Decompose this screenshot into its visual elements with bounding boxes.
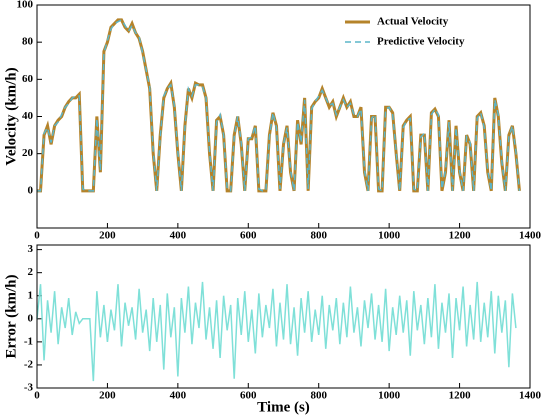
y-tick-label: 0: [28, 184, 34, 196]
x-tick-label: 1000: [378, 230, 401, 242]
y-tick-label: 60: [22, 73, 34, 85]
x-tick-label: 400: [170, 230, 187, 242]
legend-label: Actual Velocity: [377, 16, 449, 28]
y-tick-label: 40: [22, 110, 34, 122]
x-tick-label: 800: [310, 390, 327, 402]
x-axis-title: Time (s): [257, 399, 310, 415]
plot-frame: [36, 244, 531, 389]
y-tick-label: 2: [28, 266, 34, 278]
series-line: [37, 18, 521, 193]
x-tick-label: 600: [240, 390, 257, 402]
y-axis-title: Error (km/h): [3, 274, 19, 358]
x-tick-label: 200: [99, 230, 116, 242]
x-tick-label: 1400: [519, 230, 542, 242]
x-tick-label: 1200: [449, 230, 472, 242]
x-tick-label: 1200: [449, 390, 472, 402]
y-tick-label: -3: [24, 382, 34, 394]
x-tick-label: 200: [99, 390, 116, 402]
x-tick-label: 600: [240, 230, 257, 242]
x-tick-label: 1000: [378, 390, 401, 402]
x-tick-label: 400: [170, 390, 187, 402]
plot-frame: [36, 4, 531, 229]
y-axis-title: Velocity (km/h): [3, 67, 19, 165]
x-tick-label: 0: [34, 390, 40, 402]
y-tick-label: -1: [24, 335, 33, 347]
x-tick-label: 0: [34, 230, 40, 242]
y-tick-label: 0: [28, 312, 34, 324]
y-tick-label: 20: [22, 147, 34, 159]
x-tick-label: 1400: [519, 390, 542, 402]
y-tick-label: 80: [22, 36, 34, 48]
y-tick-label: 100: [17, 0, 34, 11]
series-line: [36, 281, 517, 382]
legend-label: Predictive Velocity: [377, 36, 465, 48]
y-tick-label: 1: [28, 289, 34, 301]
x-tick-label: 800: [310, 230, 327, 242]
y-tick-label: -2: [24, 358, 34, 370]
y-tick-label: 3: [28, 243, 34, 255]
